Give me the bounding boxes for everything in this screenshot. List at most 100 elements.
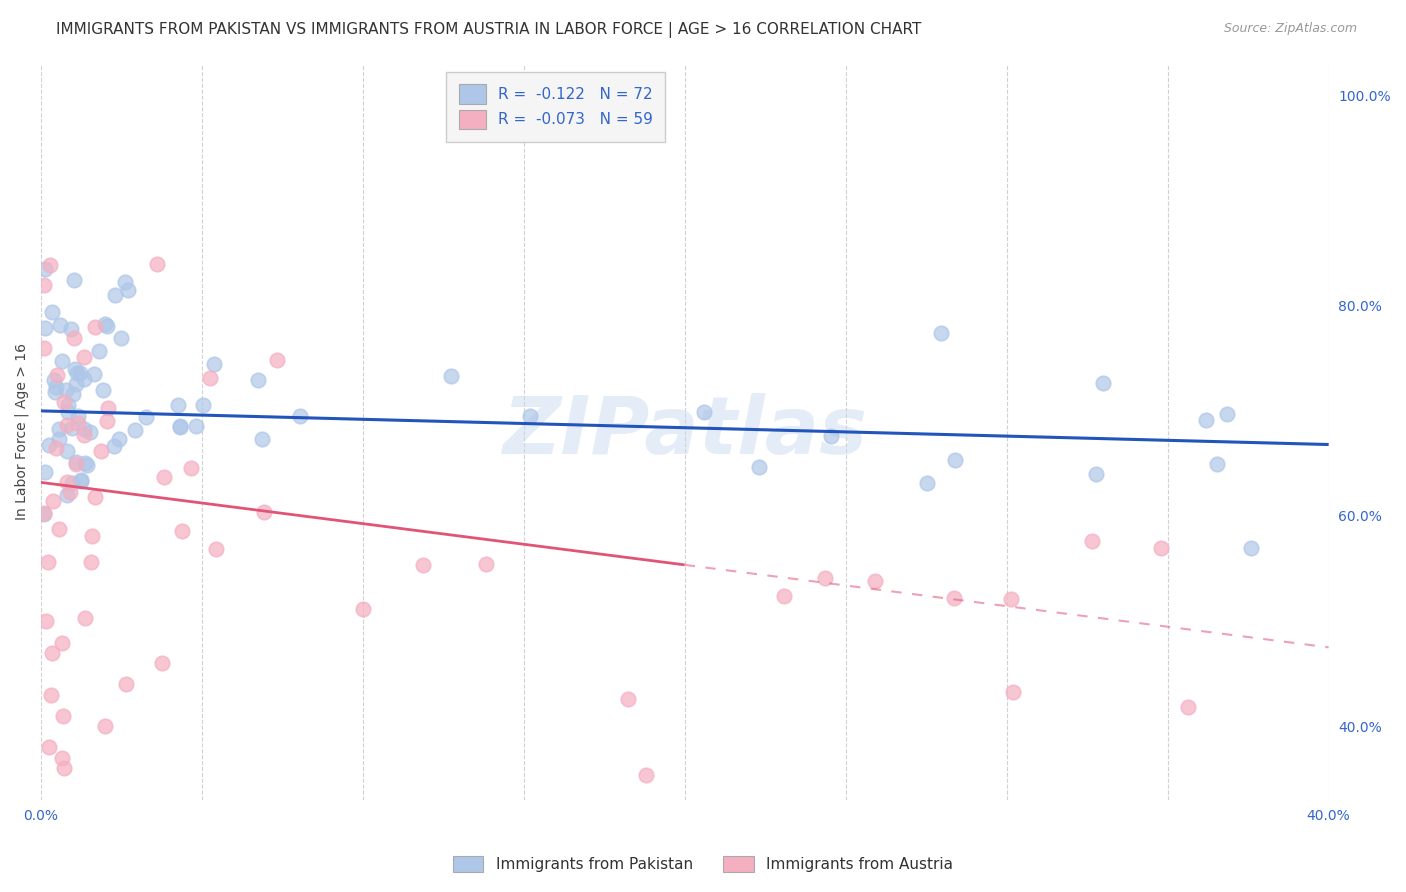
Point: [114, 276, 136, 290]
Point: [931, 326, 953, 341]
Point: [91, 383, 114, 397]
Point: [60, 322, 83, 336]
Point: [34, 465, 56, 479]
Point: [38, 740, 60, 755]
Point: [1081, 534, 1104, 549]
Legend: Immigrants from Pakistan, Immigrants from Austria: Immigrants from Pakistan, Immigrants fro…: [446, 848, 960, 880]
Point: [82, 529, 104, 543]
Point: [66, 417, 89, 431]
Point: [247, 373, 270, 387]
Point: [58, 485, 80, 500]
Point: [34, 321, 56, 335]
Point: [250, 432, 273, 446]
Point: [52, 708, 75, 723]
Point: [1084, 467, 1107, 482]
Point: [73, 428, 96, 442]
Point: [93, 317, 115, 331]
Point: [104, 288, 127, 302]
Point: [62, 387, 84, 401]
Text: IMMIGRANTS FROM PAKISTAN VS IMMIGRANTS FROM AUSTRIA IN LABOR FORCE | AGE > 16 CO: IMMIGRANTS FROM PAKISTAN VS IMMIGRANTS F…: [56, 22, 921, 38]
Point: [41, 305, 63, 319]
Point: [32, 507, 55, 521]
Point: [79, 425, 101, 439]
Point: [96, 319, 118, 334]
Point: [519, 409, 541, 423]
Point: [191, 398, 214, 412]
Point: [440, 369, 463, 384]
Point: [58, 398, 80, 412]
Point: [83, 490, 105, 504]
Point: [200, 371, 222, 385]
Point: [32, 277, 55, 292]
Point: [253, 505, 276, 519]
Point: [748, 460, 770, 475]
Point: [72, 372, 94, 386]
Point: [288, 409, 311, 424]
Point: [1195, 413, 1218, 427]
Point: [56, 475, 79, 490]
Point: [205, 541, 228, 556]
Point: [65, 362, 87, 376]
Point: [49, 318, 72, 332]
Point: [55, 383, 77, 397]
Point: [69, 366, 91, 380]
Point: [56, 488, 79, 502]
Point: [266, 353, 288, 368]
Point: [70, 474, 93, 488]
Point: [66, 366, 89, 380]
Y-axis label: In Labor Force | Age > 16: In Labor Force | Age > 16: [15, 343, 30, 520]
Point: [65, 376, 87, 391]
Point: [1216, 407, 1239, 421]
Point: [48, 522, 70, 536]
Point: [475, 558, 498, 572]
Point: [87, 344, 110, 359]
Point: [1150, 541, 1173, 555]
Point: [1092, 376, 1115, 390]
Text: ZIPatlas: ZIPatlas: [502, 392, 868, 471]
Point: [917, 475, 939, 490]
Point: [167, 398, 190, 412]
Point: [51, 750, 73, 764]
Point: [184, 419, 207, 434]
Point: [170, 524, 193, 539]
Point: [820, 429, 842, 443]
Point: [863, 574, 886, 588]
Point: [75, 611, 97, 625]
Point: [60, 475, 83, 490]
Point: [169, 420, 191, 434]
Point: [39, 258, 62, 272]
Point: [72, 422, 94, 436]
Point: [65, 455, 87, 469]
Point: [202, 357, 225, 371]
Point: [76, 458, 98, 473]
Point: [96, 414, 118, 428]
Point: [1240, 541, 1263, 555]
Point: [65, 458, 87, 472]
Point: [180, 461, 202, 475]
Point: [412, 558, 434, 572]
Point: [110, 331, 132, 345]
Point: [352, 601, 374, 615]
Point: [94, 719, 117, 733]
Point: [62, 421, 84, 435]
Point: [56, 443, 79, 458]
Point: [63, 331, 86, 345]
Point: [46, 368, 69, 383]
Point: [108, 433, 131, 447]
Point: [1177, 699, 1199, 714]
Point: [1002, 685, 1025, 699]
Point: [114, 677, 136, 691]
Point: [35, 614, 58, 628]
Point: [634, 767, 657, 781]
Point: [146, 257, 169, 271]
Point: [150, 656, 173, 670]
Point: [39, 688, 62, 702]
Point: [942, 591, 965, 605]
Point: [34, 262, 56, 277]
Point: [32, 507, 55, 521]
Point: [69, 473, 91, 487]
Point: [1206, 457, 1229, 471]
Point: [48, 432, 70, 446]
Point: [38, 438, 60, 452]
Point: [55, 418, 77, 433]
